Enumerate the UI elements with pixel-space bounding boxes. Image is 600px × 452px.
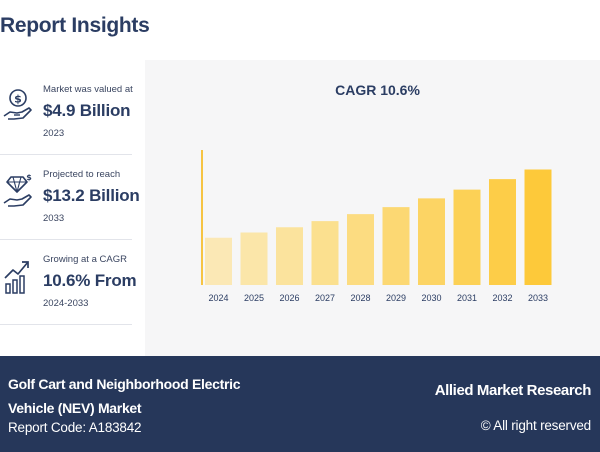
stat-market-value: $ Market was valued at $4.9 Billion 2023 bbox=[0, 70, 133, 155]
stat-value: 10.6% From bbox=[43, 271, 137, 290]
stat-caption: Market was valued at bbox=[43, 84, 133, 95]
x-tick-label: 2027 bbox=[315, 293, 335, 303]
stat-value: $13.2 Billion bbox=[43, 186, 140, 205]
x-tick-label: 2032 bbox=[492, 293, 512, 303]
brand-name: Allied Market Research bbox=[434, 382, 592, 399]
svg-text:$: $ bbox=[14, 93, 22, 106]
diamond-hand-icon: $ bbox=[2, 171, 34, 211]
bar-chart: 2024 2025 2026 2027 2028 2029 2030 2031 2032 2033 bbox=[201, 150, 552, 303]
market-name: Golf Cart and Neighborhood Electric Vehi… bbox=[8, 376, 241, 416]
bar-2029 bbox=[382, 207, 410, 285]
stat-caption: Growing at a CAGR bbox=[43, 254, 127, 265]
stat-year: 2033 bbox=[43, 213, 65, 224]
bar-2024 bbox=[205, 237, 232, 285]
chart-title: CAGR 10.6% bbox=[335, 82, 420, 98]
money-hand-icon: $ bbox=[2, 86, 34, 126]
bar-2032 bbox=[489, 179, 516, 285]
x-tick-label: 2026 bbox=[279, 293, 299, 303]
x-tick-label: 2030 bbox=[421, 293, 441, 303]
stats-panel: $ Market was valued at $4.9 Billion 2023… bbox=[0, 70, 140, 356]
stat-caption: Projected to reach bbox=[43, 169, 121, 180]
copyright-text: © All right reserved bbox=[480, 418, 591, 433]
x-tick-label: 2024 bbox=[208, 293, 228, 303]
report-code: Report Code: A183842 bbox=[8, 420, 142, 435]
x-tick-label: 2028 bbox=[350, 293, 370, 303]
svg-text:$: $ bbox=[26, 173, 32, 182]
bar-2026 bbox=[276, 227, 303, 285]
bar-2027 bbox=[311, 221, 339, 285]
x-tick-label: 2025 bbox=[244, 293, 264, 303]
chart-panel: CAGR 10.6% 2024 2025 2026 2027 2028 2029 2030 2… bbox=[145, 60, 600, 356]
bar-2033 bbox=[524, 169, 552, 285]
stat-projected-value: $ Projected to reach $13.2 Billion 2033 bbox=[0, 155, 140, 240]
bar-2030 bbox=[418, 198, 445, 285]
stat-year: 2024-2033 bbox=[43, 298, 89, 309]
x-tick-label: 2031 bbox=[457, 293, 477, 303]
x-tick-label: 2029 bbox=[386, 293, 406, 303]
stat-cagr: Growing at a CAGR 10.6% From 2024-2033 bbox=[0, 240, 137, 325]
page-title: Report Insights bbox=[0, 14, 150, 37]
bar-2028 bbox=[347, 214, 374, 285]
stat-year: 2023 bbox=[43, 128, 65, 139]
bar-2025 bbox=[240, 232, 268, 285]
footer: Golf Cart and Neighborhood Electric Vehi… bbox=[0, 356, 600, 452]
growth-chart-icon bbox=[2, 256, 34, 296]
x-tick-label: 2033 bbox=[528, 293, 548, 303]
bar-2031 bbox=[453, 189, 481, 285]
stat-value: $4.9 Billion bbox=[43, 101, 131, 120]
